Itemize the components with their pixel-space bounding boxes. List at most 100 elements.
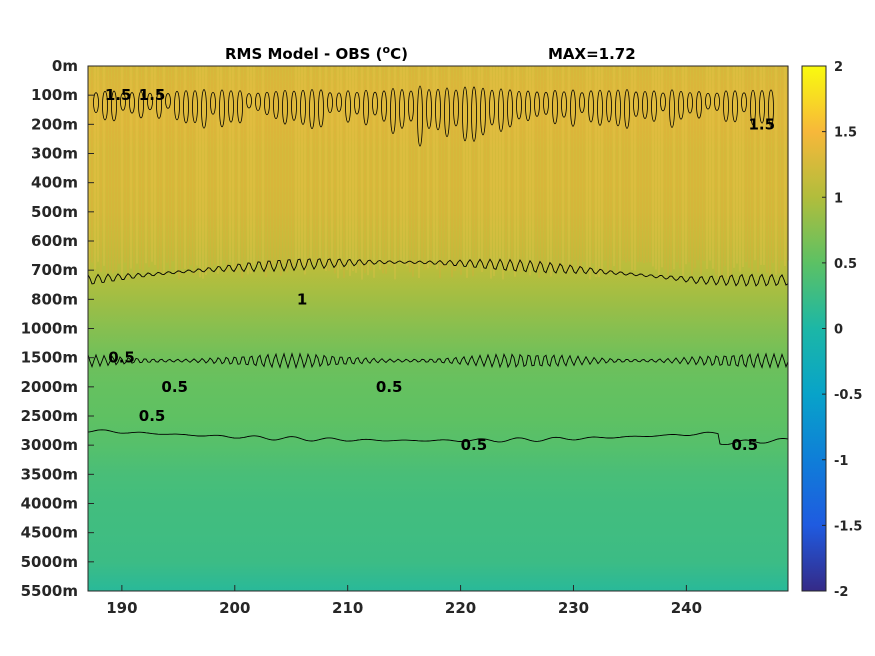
y-axis: 0m 100m 200m 300m 400m 500m 600m 700m 800m 1000m 1…: [21, 57, 94, 600]
heatmap-streak: [712, 66, 714, 269]
heatmap-streak: [283, 66, 285, 264]
contour-1.5-loop: [552, 90, 558, 125]
contour-1.5-loop: [489, 89, 495, 126]
heatmap-streak: [262, 66, 264, 271]
heatmap-streak: [601, 66, 603, 272]
heatmap-streak: [184, 66, 186, 269]
heatmap-streak: [694, 66, 696, 269]
heatmap-streak: [373, 66, 375, 278]
contour-1.5-loop: [480, 87, 486, 136]
heatmap-streak: [781, 66, 783, 261]
heatmap-streak: [226, 66, 228, 272]
y-tick-label: 2500m: [21, 407, 78, 425]
colorbar-tick-label: 0: [834, 323, 843, 338]
heatmap-streak: [187, 66, 189, 270]
heatmap-streak: [322, 66, 324, 269]
y-tick-label: 1500m: [21, 349, 78, 367]
x-axis: 190 200 210 220 230 240: [106, 585, 702, 617]
heatmap-streak: [109, 66, 111, 271]
heatmap-streak: [118, 66, 120, 264]
heatmap-streak: [568, 66, 570, 272]
heatmap-streak: [625, 66, 627, 263]
contour-1.5-loop: [156, 91, 162, 119]
contour-0.5-upper: [87, 352, 789, 370]
heatmap-streak: [670, 66, 672, 273]
heatmap-streak: [751, 66, 753, 271]
heatmap-streak: [241, 66, 243, 279]
contour-1.5-loop: [93, 92, 99, 113]
contour-1.5-loop: [111, 90, 117, 122]
contour-label: 0.5: [108, 349, 135, 367]
y-tick-label: 300m: [31, 145, 78, 163]
heatmap-streak: [505, 66, 507, 267]
heatmap-streak: [430, 66, 432, 267]
heatmap-streak: [772, 66, 774, 263]
contour-1.5-loop: [210, 91, 216, 115]
heatmap-streak: [631, 66, 633, 271]
heatmap-streak: [553, 66, 555, 271]
heatmap-streak: [328, 66, 330, 271]
colorbar-tick-label: 1: [834, 191, 843, 206]
colorbar-tick-label: -1: [834, 454, 848, 469]
heatmap-texture: [88, 66, 789, 280]
heatmap-streak: [397, 66, 399, 261]
contour-0.5-lower: [87, 429, 789, 446]
heatmap-streak: [667, 66, 669, 276]
contour-1.5-loop: [363, 89, 369, 126]
heatmap-streak: [565, 66, 567, 272]
x-tick-label: 220: [445, 599, 476, 617]
heatmap-streak: [463, 66, 465, 265]
heatmap-streak: [166, 66, 168, 263]
heatmap-streak: [424, 66, 426, 270]
heatmap-streak: [334, 66, 336, 274]
heatmap-streak: [457, 66, 459, 268]
heatmap-streak: [727, 66, 729, 279]
heatmap-streak: [475, 66, 477, 262]
heatmap-streak: [208, 66, 210, 272]
heatmap-streak: [307, 66, 309, 266]
heatmap-streak: [583, 66, 585, 262]
contour-1.5-loop: [237, 90, 243, 124]
contour-1.5-loop: [615, 89, 621, 127]
contour-1.5-loop: [561, 91, 567, 118]
contour-label: 1.5: [749, 115, 776, 133]
title-text: RMS Model - OBS (oC): [225, 43, 408, 63]
heatmap-streak: [124, 66, 126, 263]
heatmap-streak: [367, 66, 369, 276]
heatmap-streak: [622, 66, 624, 261]
heatmap-streak: [340, 66, 342, 270]
contour-1.5-loop: [624, 89, 630, 129]
heatmap-streak: [364, 66, 366, 274]
heatmap-streak: [733, 66, 735, 268]
heatmap-streak: [460, 66, 462, 275]
heatmap-streak: [361, 66, 363, 280]
heatmap-streak: [709, 66, 711, 261]
heatmap-streak: [637, 66, 639, 262]
y-tick-label: 0m: [52, 57, 78, 75]
heatmap-streak: [205, 66, 207, 276]
heatmap-streak: [499, 66, 501, 263]
y-tick-label: 3000m: [21, 436, 78, 454]
heatmap-streak: [550, 66, 552, 277]
y-tick-label: 5500m: [21, 582, 78, 600]
contour-1.5-loop: [669, 89, 675, 128]
heatmap-streak: [421, 66, 423, 262]
heatmap-streak: [190, 66, 192, 266]
y-tick-label: 600m: [31, 232, 78, 250]
heatmap-streak: [487, 66, 489, 267]
heatmap-streak: [478, 66, 480, 263]
heatmap-streak: [193, 66, 195, 276]
y-tick-label: 3500m: [21, 465, 78, 483]
contour-label: 0.5: [139, 407, 166, 425]
heatmap-streak: [301, 66, 303, 267]
contour-1.5-loop: [696, 91, 702, 119]
contour-1.5-loop: [570, 89, 576, 127]
contour-1.5-loop: [273, 91, 279, 120]
heatmap-streak: [703, 66, 705, 261]
heatmap-streak: [181, 66, 183, 269]
heatmap-streak: [691, 66, 693, 276]
contour-1.5-loop: [543, 91, 549, 115]
heatmap-streak: [742, 66, 744, 268]
heatmap-streak: [661, 66, 663, 268]
heatmap-streak: [643, 66, 645, 264]
